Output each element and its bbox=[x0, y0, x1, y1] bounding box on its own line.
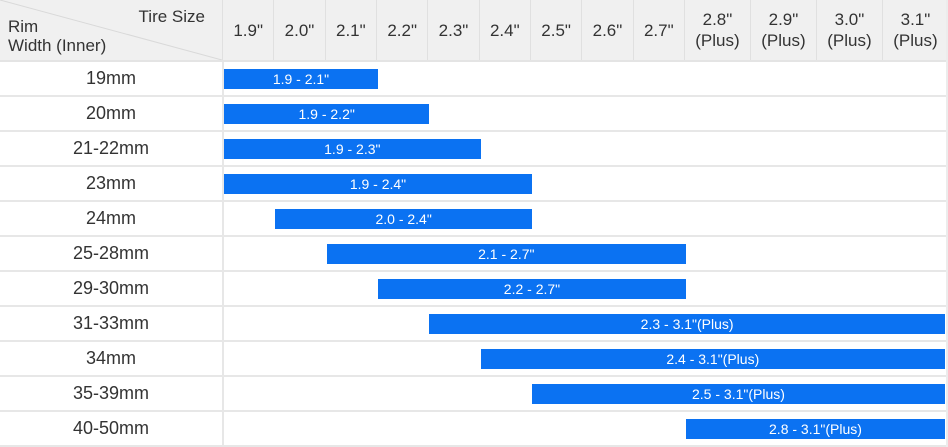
table-body: 19mm 1.9 - 2.1" 20mm 1.9 - 2.2" 21-22mm 1.9 -… bbox=[0, 62, 946, 447]
rim-width-label: 25-28mm bbox=[72, 243, 150, 263]
tire-size-axis-label: Tire Size bbox=[138, 7, 205, 26]
column-header-2.9: 2.9" (Plus) bbox=[749, 0, 816, 60]
table-row-34mm: 34mm 2.4 - 3.1"(Plus) bbox=[0, 342, 946, 377]
table-row-25-28mm: 25-28mm 2.1 - 2.7" bbox=[0, 237, 946, 272]
rim-width-label: 40-50mm bbox=[72, 418, 150, 438]
rim-width-label: 31-33mm bbox=[72, 313, 150, 333]
rim-width-label: 20mm bbox=[85, 103, 136, 123]
table-row-21-22mm: 21-22mm 1.9 - 2.3" bbox=[0, 132, 946, 167]
tire-range-bar: 1.9 - 2.3" bbox=[224, 139, 481, 159]
column-header-2.2: 2.2" bbox=[375, 0, 427, 60]
rim-width-label: 24mm bbox=[85, 208, 136, 228]
table-row-20mm: 20mm 1.9 - 2.2" bbox=[0, 97, 946, 132]
row-chart-area: 2.2 - 2.7" bbox=[222, 272, 946, 305]
rim-width-axis-label: Rim Width (Inner) bbox=[8, 17, 106, 55]
row-chart-area: 1.9 - 2.4" bbox=[222, 167, 946, 200]
tire-range-bar: 2.0 - 2.4" bbox=[275, 209, 532, 229]
column-header-size-label: 3.1" bbox=[900, 10, 931, 29]
column-header-plus-label: (Plus) bbox=[827, 31, 872, 50]
row-chart-area: 2.1 - 2.7" bbox=[222, 237, 946, 270]
rim-width-label: 23mm bbox=[85, 173, 136, 193]
column-header-size-label: 2.1" bbox=[335, 20, 366, 40]
column-header-plus-label: (Plus) bbox=[761, 31, 806, 50]
column-header-size-label: 2.9" bbox=[768, 10, 799, 29]
column-header-size-label: 2.8" bbox=[702, 10, 733, 29]
table-row-29-30mm: 29-30mm 2.2 - 2.7" bbox=[0, 272, 946, 307]
row-chart-area: 1.9 - 2.3" bbox=[222, 132, 946, 165]
rim-width-axis-label-line2: Width (Inner) bbox=[8, 36, 107, 55]
tire-range-bar: 2.1 - 2.7" bbox=[326, 244, 686, 264]
column-header-2.5: 2.5" bbox=[529, 0, 581, 60]
diagonal-divider-line bbox=[0, 0, 222, 60]
column-header-2.1: 2.1" bbox=[324, 0, 376, 60]
row-chart-area: 2.3 - 3.1"(Plus) bbox=[222, 307, 946, 340]
column-header-size-label: 2.6" bbox=[592, 20, 623, 40]
tire-range-bar: 2.4 - 3.1"(Plus) bbox=[480, 349, 945, 369]
table-row-24mm: 24mm 2.0 - 2.4" bbox=[0, 202, 946, 237]
row-chart-area: 1.9 - 2.2" bbox=[222, 97, 946, 130]
rim-width-label: 34mm bbox=[85, 348, 136, 368]
table-row-19mm: 19mm 1.9 - 2.1" bbox=[0, 62, 946, 97]
column-header-2.6: 2.6" bbox=[581, 0, 632, 60]
header-row: Tire Size Rim Width (Inner) 1.9" 2.0" 2.1"… bbox=[0, 0, 946, 62]
tire-range-bar: 2.5 - 3.1"(Plus) bbox=[531, 384, 945, 404]
rim-width-label: 19mm bbox=[85, 68, 136, 88]
rim-width-axis-label-line1: Rim bbox=[8, 17, 39, 36]
tire-range-bar: 2.3 - 3.1"(Plus) bbox=[429, 314, 945, 334]
column-header-2: 2.0" bbox=[273, 0, 324, 60]
column-header-size-label: 2.3" bbox=[438, 20, 469, 40]
row-chart-area: 2.0 - 2.4" bbox=[222, 202, 946, 235]
column-header-1.9: 1.9" bbox=[222, 0, 273, 60]
column-header-size-label: 2.4" bbox=[489, 20, 520, 40]
rim-width-label: 35-39mm bbox=[72, 383, 150, 403]
tire-range-bar: 1.9 - 2.4" bbox=[224, 174, 532, 194]
column-header-size-label: 2.0" bbox=[284, 20, 315, 40]
column-header-3.1: 3.1" (Plus) bbox=[881, 0, 946, 60]
column-header-2.8: 2.8" (Plus) bbox=[683, 0, 750, 60]
tire-range-bar: 2.2 - 2.7" bbox=[377, 279, 686, 299]
row-chart-area: 2.8 - 3.1"(Plus) bbox=[222, 412, 946, 445]
rim-width-label: 29-30mm bbox=[72, 278, 150, 298]
column-header-2.7: 2.7" bbox=[632, 0, 684, 60]
row-chart-area: 1.9 - 2.1" bbox=[222, 62, 946, 95]
column-header-plus-label: (Plus) bbox=[695, 31, 740, 50]
column-header-2.3: 2.3" bbox=[427, 0, 478, 60]
corner-cell: Tire Size Rim Width (Inner) bbox=[0, 0, 222, 60]
column-header-size-label: 3.0" bbox=[834, 10, 865, 29]
column-header-2.4: 2.4" bbox=[478, 0, 530, 60]
table-row-35-39mm: 35-39mm 2.5 - 3.1"(Plus) bbox=[0, 377, 946, 412]
tire-range-bar: 2.8 - 3.1"(Plus) bbox=[685, 419, 945, 439]
tire-range-bar: 1.9 - 2.2" bbox=[224, 104, 430, 124]
column-header-size-label: 1.9" bbox=[233, 20, 263, 40]
table-row-31-33mm: 31-33mm 2.3 - 3.1"(Plus) bbox=[0, 307, 946, 342]
row-chart-area: 2.5 - 3.1"(Plus) bbox=[222, 377, 946, 410]
rim-width-label: 21-22mm bbox=[72, 138, 150, 158]
column-header-3: 3.0" (Plus) bbox=[815, 0, 882, 60]
column-header-size-label: 2.7" bbox=[643, 20, 674, 40]
column-header-size-label: 2.5" bbox=[541, 20, 571, 40]
tire-range-bar: 1.9 - 2.1" bbox=[224, 69, 378, 89]
table-row-23mm: 23mm 1.9 - 2.4" bbox=[0, 167, 946, 202]
row-chart-area: 2.4 - 3.1"(Plus) bbox=[222, 342, 946, 375]
column-header-plus-label: (Plus) bbox=[893, 31, 938, 50]
table-row-40-50mm: 40-50mm 2.8 - 3.1"(Plus) bbox=[0, 412, 946, 447]
column-header-size-label: 2.2" bbox=[387, 20, 417, 40]
